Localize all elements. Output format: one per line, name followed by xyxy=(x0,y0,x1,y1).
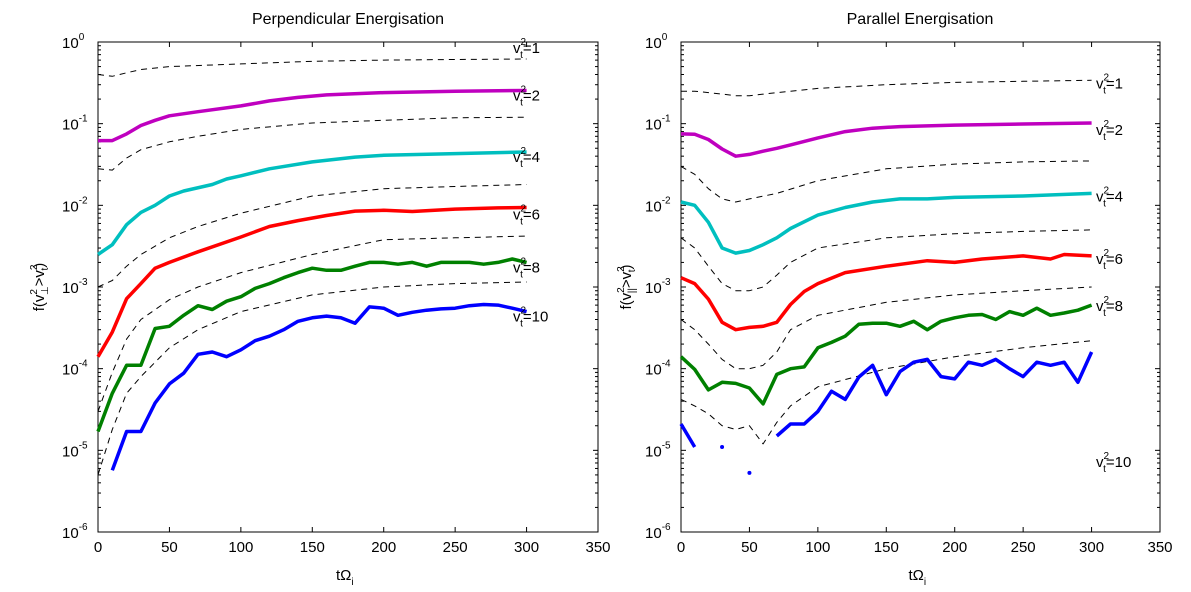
x-tick-label: 0 xyxy=(94,539,102,556)
y-tick-label: 10-1 xyxy=(645,114,671,134)
series-line xyxy=(680,121,1092,158)
x-tick-label: 100 xyxy=(228,539,253,556)
chart-panel-1: Perpendicular Energisation 0 50 100 150 200 25… xyxy=(29,11,611,588)
dashed-reference-line xyxy=(680,229,1092,292)
dashed-reference-line xyxy=(97,184,527,288)
x-tick-label: 150 xyxy=(874,539,899,556)
series-label: v2 t=2 xyxy=(1096,119,1123,143)
y-axis-label: f(v2||>v2t) xyxy=(616,264,638,309)
series-point xyxy=(720,444,725,449)
series-label: v2 t=4 xyxy=(1096,185,1123,209)
y-tick-label: 10-4 xyxy=(645,359,671,379)
chart-panel-2: Parallel Energisation 0 50 100 150 200 250 300 3… xyxy=(616,11,1173,588)
dashed-reference-line xyxy=(681,79,1092,97)
series-label: v2 t=10 xyxy=(1096,451,1131,475)
dashed-reference-line xyxy=(97,58,527,77)
series-label: v2 t=1 xyxy=(1096,72,1123,96)
series-label: v2 t=6 xyxy=(513,204,540,228)
x-tick-label: 250 xyxy=(443,539,468,556)
series-label: v2 t=6 xyxy=(1096,248,1123,272)
series-line xyxy=(96,205,527,358)
dashed-reference-line xyxy=(680,160,1092,203)
x-tick-label: 50 xyxy=(741,539,758,556)
series-label: v2 t=1 xyxy=(513,37,540,61)
series-line xyxy=(96,257,528,433)
y-tick-label: 100 xyxy=(62,32,85,52)
y-tick-label: 10-3 xyxy=(62,277,88,297)
y-tick-label: 10-4 xyxy=(62,359,88,379)
x-tick-label: 300 xyxy=(514,539,539,556)
y-tick-label: 10-6 xyxy=(62,522,88,542)
x-tick-label: 200 xyxy=(942,539,967,556)
series-line xyxy=(98,88,527,143)
dashed-reference-line xyxy=(97,116,527,171)
series-line xyxy=(110,302,528,471)
y-tick-label: 10-6 xyxy=(645,522,671,542)
dashed-reference-line xyxy=(97,235,527,412)
series-label: v2 t=8 xyxy=(513,256,540,280)
series-line xyxy=(97,150,527,256)
y-tick-label: 10-2 xyxy=(645,195,671,215)
y-tick-label: 10-5 xyxy=(645,440,671,460)
x-tick-label: 300 xyxy=(1079,539,1104,556)
x-axis-label: tΩi xyxy=(336,567,354,588)
dashed-reference-line xyxy=(680,340,1092,445)
series-line xyxy=(775,351,1094,438)
x-tick-label: 150 xyxy=(300,539,325,556)
y-tick-label: 10-1 xyxy=(62,114,88,134)
x-tick-label: 250 xyxy=(1011,539,1036,556)
y-tick-label: 10-3 xyxy=(645,277,671,297)
dashed-reference-line xyxy=(680,286,1092,370)
series-line xyxy=(679,423,697,448)
y-tick-label: 10-2 xyxy=(62,195,88,215)
x-tick-label: 350 xyxy=(1147,539,1172,556)
x-tick-label: 100 xyxy=(805,539,830,556)
series-label: v2 t=8 xyxy=(1096,295,1123,319)
chart-title: Parallel Energisation xyxy=(847,11,994,28)
series-point xyxy=(747,470,752,475)
y-tick-label: 100 xyxy=(645,32,668,52)
series-line xyxy=(680,191,1092,255)
y-axis-label: f(v2⊥>v2t) xyxy=(29,263,51,312)
y-tick-label: 10-5 xyxy=(62,440,88,460)
series-label: v2 t=4 xyxy=(513,146,540,170)
chart-title: Perpendicular Energisation xyxy=(252,11,444,28)
series-label: v2 t=2 xyxy=(513,84,540,108)
x-tick-label: 350 xyxy=(585,539,610,556)
x-tick-label: 0 xyxy=(677,539,685,556)
dashed-reference-line xyxy=(97,281,527,476)
x-tick-label: 50 xyxy=(161,539,178,556)
x-tick-label: 200 xyxy=(371,539,396,556)
x-axis-label: tΩi xyxy=(909,567,927,588)
axes-frame xyxy=(680,41,1161,533)
series-label: v2 t=10 xyxy=(513,306,548,330)
series-line xyxy=(679,303,1093,406)
series-line xyxy=(680,252,1092,332)
